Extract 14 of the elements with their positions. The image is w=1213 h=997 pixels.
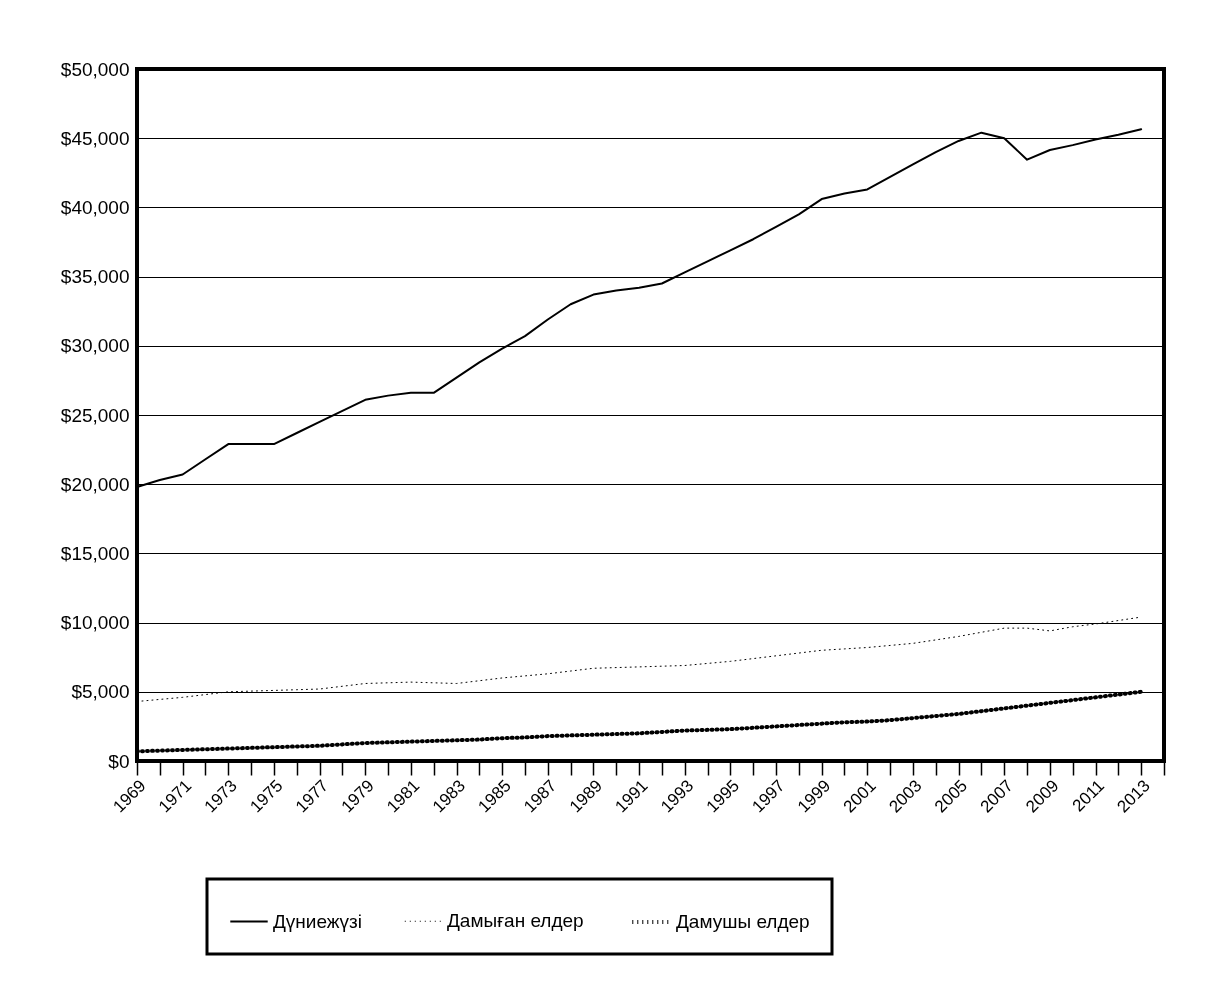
y-tick-label: $5,000	[71, 681, 130, 703]
y-tick-label: $15,000	[60, 542, 130, 564]
y-tick-label: $30,000	[60, 335, 130, 357]
y-tick-label: $0	[108, 750, 130, 772]
y-tick-label: $25,000	[60, 404, 130, 426]
legend-label: Дамыған елдер	[447, 910, 584, 932]
y-tick-label: $45,000	[60, 127, 130, 149]
y-tick-label: $10,000	[60, 612, 130, 634]
y-tick-label: $35,000	[60, 266, 130, 288]
legend-label: Дүниежүзі	[273, 910, 362, 932]
y-tick-label: $40,000	[60, 196, 130, 218]
y-tick-label: $50,000	[60, 58, 130, 80]
y-tick-label: $20,000	[60, 473, 130, 495]
legend-label: Дамушы елдер	[676, 911, 810, 932]
